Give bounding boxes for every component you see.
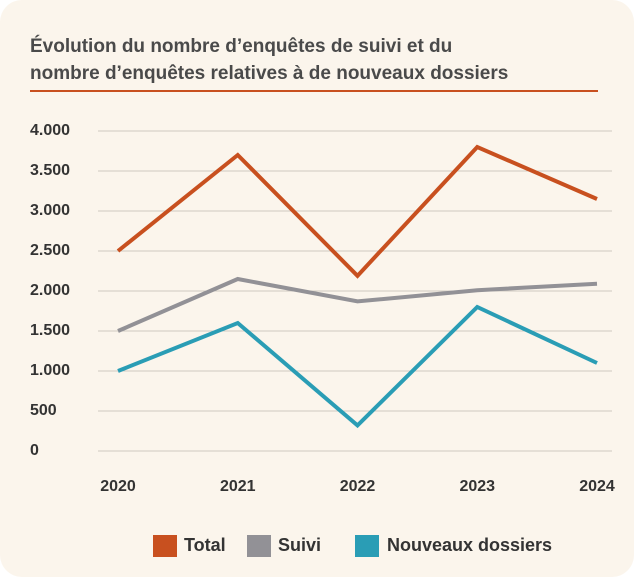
x-tick-label: 2023 <box>459 478 495 495</box>
y-tick-label: 500 <box>30 402 57 419</box>
chart-title: Évolution du nombre d’enquêtes de suivi … <box>30 35 452 57</box>
legend-label: Suivi <box>278 535 321 555</box>
x-tick-label: 2024 <box>579 478 615 495</box>
x-tick-label: 2022 <box>340 478 376 495</box>
chart-title: nombre d’enquêtes relatives à de nouveau… <box>30 63 508 84</box>
x-tick-label: 2021 <box>220 478 256 495</box>
line-series <box>116 144 598 279</box>
legend-swatch <box>355 535 379 557</box>
y-tick-label: 4.000 <box>30 122 70 139</box>
y-tick-label: 2.500 <box>30 242 70 259</box>
legend-label: Nouveaux dossiers <box>387 535 552 555</box>
legend-swatch <box>247 535 271 557</box>
y-tick-label: 3.500 <box>30 162 70 179</box>
y-tick-label: 1.000 <box>30 362 70 379</box>
x-tick-label: 2020 <box>100 478 136 495</box>
y-tick-label: 2.000 <box>30 282 70 299</box>
line-series <box>117 304 598 429</box>
line-series <box>117 276 598 333</box>
y-tick-label: 1.500 <box>30 322 70 339</box>
legend-swatch <box>153 535 177 557</box>
y-tick-label: 0 <box>30 442 39 459</box>
y-tick-label: 3.000 <box>30 202 70 219</box>
legend-label: Total <box>184 535 226 555</box>
